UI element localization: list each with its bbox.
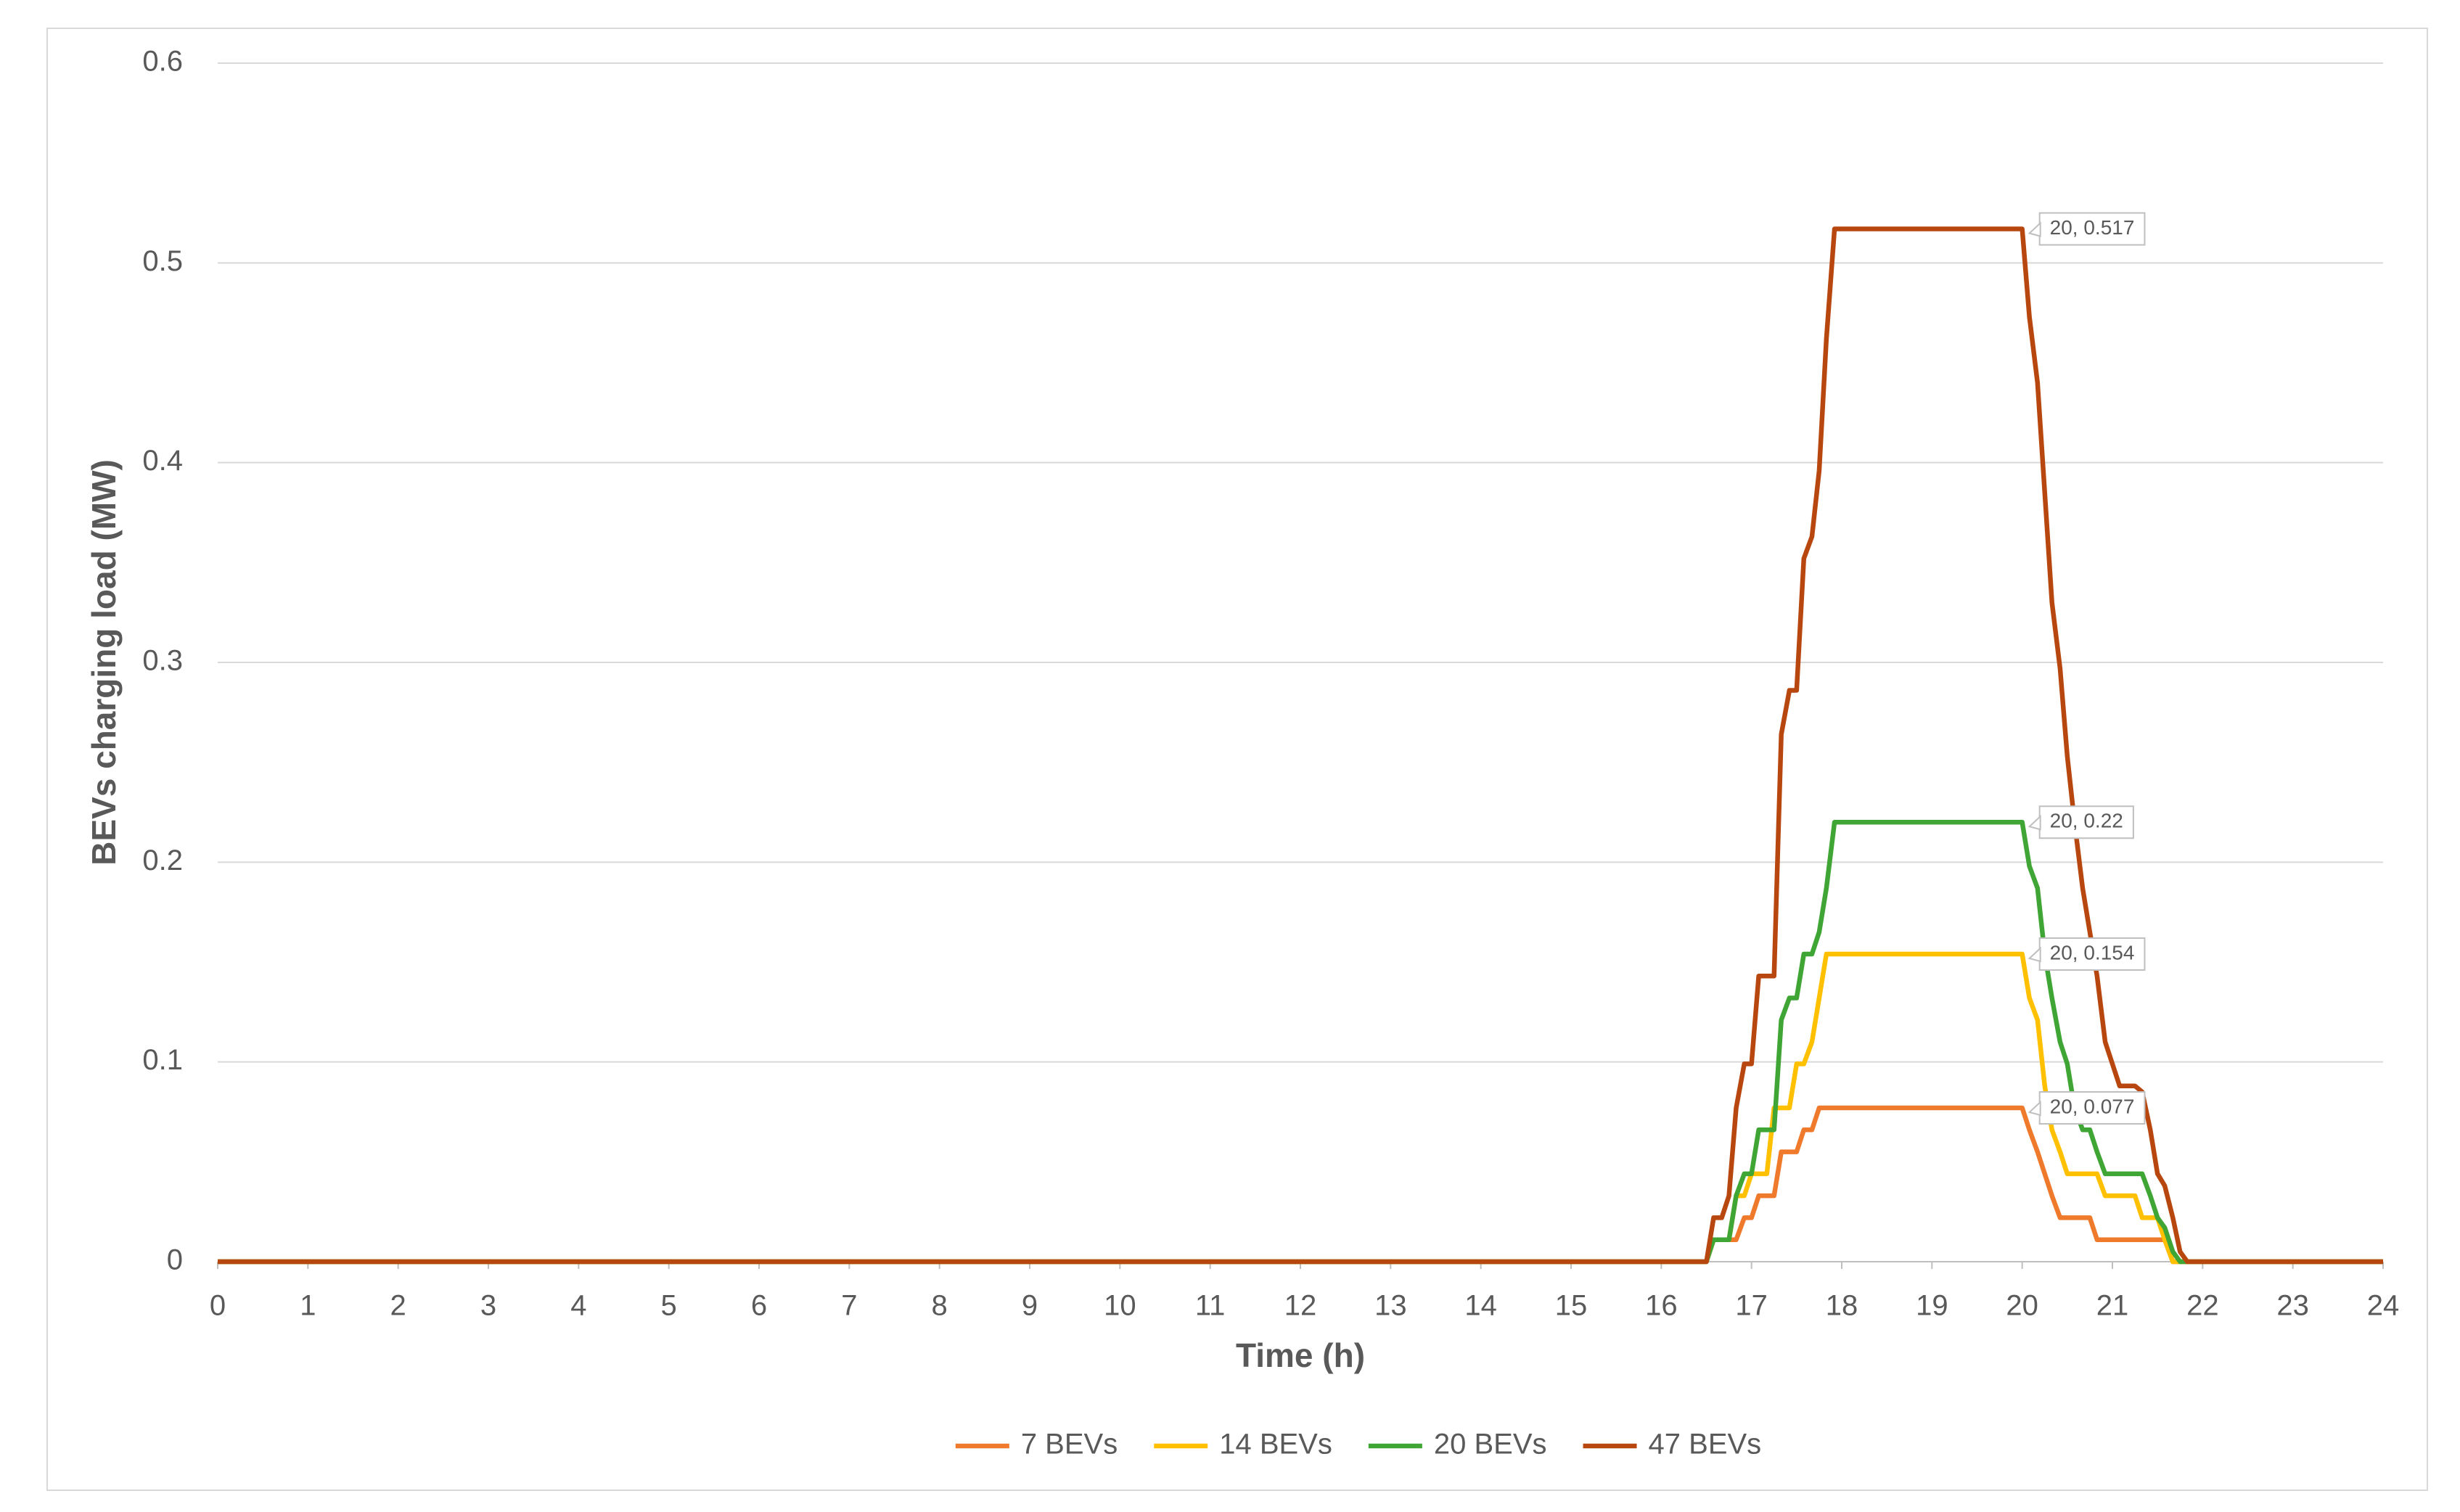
callout-box	[2038, 937, 2146, 971]
legend-label: 7 BEVs	[1021, 1429, 1118, 1460]
y-tick-label: 0	[167, 1244, 183, 1276]
x-tick-label: 5	[661, 1290, 677, 1322]
callout-box	[2038, 212, 2146, 246]
data-callout: 20, 0.154	[2028, 937, 2146, 971]
x-tick-label: 11	[1195, 1290, 1226, 1322]
callout-pointer	[2028, 221, 2041, 237]
y-tick-label: 0.3	[142, 645, 183, 677]
y-tick-label: 0.4	[142, 445, 183, 477]
chart-border	[46, 28, 2428, 1491]
legend-label: 14 BEVs	[1219, 1429, 1332, 1460]
y-tick-label: 0.2	[142, 845, 183, 876]
data-label: 20, 0.22	[2050, 810, 2123, 832]
callout-box	[2038, 805, 2134, 839]
data-label: 20, 0.154	[2050, 941, 2135, 964]
y-tick-label: 0.1	[142, 1044, 183, 1076]
series-line	[218, 820, 2383, 1265]
callout-pointer	[2028, 946, 2041, 963]
y-tick-label: 0.6	[142, 46, 183, 78]
x-tick-label: 16	[1645, 1290, 1678, 1322]
series-line	[218, 1105, 2383, 1265]
data-callout: 20, 0.22	[2028, 805, 2134, 839]
x-tick-label: 13	[1374, 1290, 1407, 1322]
x-tick-label: 24	[2367, 1290, 2400, 1322]
callout-pointer	[2028, 1100, 2041, 1117]
x-tick-label: 14	[1464, 1290, 1497, 1322]
x-tick-label: 0	[210, 1290, 226, 1322]
x-tick-label: 22	[2186, 1290, 2219, 1322]
x-tick-label: 3	[480, 1290, 496, 1322]
legend-item: 7 BEVs	[955, 1429, 1118, 1460]
x-tick-label: 20	[2006, 1290, 2038, 1322]
y-axis-title: BEVs charging load (MW)	[85, 459, 123, 866]
x-tick-label: 2	[390, 1290, 406, 1322]
legend-item: 20 BEVs	[1368, 1429, 1547, 1460]
legend-item: 14 BEVs	[1154, 1429, 1332, 1460]
data-callout: 20, 0.077	[2028, 1090, 2146, 1125]
x-tick-label: 7	[841, 1290, 857, 1322]
data-label: 20, 0.517	[2050, 216, 2135, 239]
x-tick-label: 8	[932, 1290, 948, 1322]
x-tick-label: 10	[1104, 1290, 1136, 1322]
x-tick-label: 19	[1916, 1290, 1948, 1322]
x-tick-label: 1	[300, 1290, 316, 1322]
callout-pointer	[2028, 814, 2041, 831]
data-label: 20, 0.077	[2050, 1095, 2135, 1117]
callout-box	[2038, 1090, 2146, 1125]
x-axis-title: Time (h)	[1236, 1336, 1365, 1374]
series-line	[218, 951, 2383, 1265]
x-tick-label: 9	[1022, 1290, 1038, 1322]
x-tick-label: 4	[570, 1290, 586, 1322]
x-tick-label: 17	[1735, 1290, 1768, 1322]
legend-item: 47 BEVs	[1583, 1429, 1762, 1460]
x-tick-label: 6	[751, 1290, 767, 1322]
legend-label: 47 BEVs	[1649, 1429, 1762, 1460]
y-tick-label: 0.5	[142, 245, 183, 277]
x-tick-label: 12	[1284, 1290, 1317, 1322]
x-tick-label: 23	[2276, 1290, 2309, 1322]
x-tick-label: 21	[2096, 1290, 2129, 1322]
data-callout: 20, 0.517	[2028, 212, 2146, 246]
legend-label: 20 BEVs	[1434, 1429, 1547, 1460]
x-tick-label: 18	[1826, 1290, 1858, 1322]
x-tick-label: 15	[1555, 1290, 1588, 1322]
